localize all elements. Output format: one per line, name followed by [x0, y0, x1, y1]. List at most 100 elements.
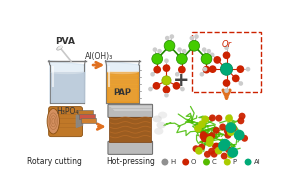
Text: Al(OH)₃: Al(OH)₃: [85, 52, 113, 61]
FancyBboxPatch shape: [79, 114, 95, 119]
Ellipse shape: [246, 67, 250, 71]
Ellipse shape: [200, 72, 204, 77]
Text: Or: Or: [222, 40, 232, 49]
Ellipse shape: [225, 146, 232, 153]
Ellipse shape: [227, 128, 235, 136]
Ellipse shape: [200, 131, 207, 138]
Text: O: O: [191, 159, 197, 165]
Polygon shape: [76, 115, 83, 127]
Ellipse shape: [192, 145, 200, 152]
Polygon shape: [49, 61, 85, 103]
Ellipse shape: [224, 45, 229, 50]
Text: PVA: PVA: [56, 37, 76, 46]
Ellipse shape: [237, 117, 244, 124]
Ellipse shape: [162, 159, 168, 166]
Ellipse shape: [150, 72, 155, 77]
Ellipse shape: [198, 120, 206, 128]
Ellipse shape: [148, 87, 153, 91]
Ellipse shape: [164, 40, 175, 51]
Ellipse shape: [206, 139, 214, 147]
Ellipse shape: [215, 115, 222, 122]
Polygon shape: [106, 61, 140, 103]
Ellipse shape: [245, 159, 252, 166]
Text: C: C: [212, 159, 217, 165]
Ellipse shape: [225, 132, 231, 139]
Ellipse shape: [203, 133, 210, 140]
Ellipse shape: [236, 65, 244, 73]
Ellipse shape: [189, 36, 194, 40]
Ellipse shape: [57, 46, 62, 50]
Ellipse shape: [232, 74, 240, 82]
FancyBboxPatch shape: [108, 141, 153, 154]
Text: Al: Al: [253, 159, 260, 165]
Ellipse shape: [221, 153, 228, 160]
FancyBboxPatch shape: [108, 104, 153, 117]
Polygon shape: [107, 72, 138, 102]
Ellipse shape: [164, 58, 169, 63]
Ellipse shape: [173, 82, 180, 90]
Ellipse shape: [208, 148, 215, 155]
Ellipse shape: [163, 64, 170, 72]
FancyBboxPatch shape: [81, 118, 97, 123]
Ellipse shape: [202, 47, 206, 52]
Ellipse shape: [201, 53, 212, 64]
Ellipse shape: [182, 159, 189, 166]
Ellipse shape: [219, 124, 226, 130]
Ellipse shape: [153, 82, 160, 90]
Ellipse shape: [158, 112, 167, 119]
Ellipse shape: [153, 47, 157, 52]
Ellipse shape: [206, 136, 214, 144]
Ellipse shape: [164, 93, 169, 98]
Text: P: P: [233, 159, 237, 165]
Ellipse shape: [175, 72, 180, 77]
Ellipse shape: [107, 71, 138, 74]
Ellipse shape: [208, 132, 215, 139]
Ellipse shape: [241, 135, 248, 142]
Ellipse shape: [195, 147, 203, 155]
Ellipse shape: [227, 151, 235, 159]
Ellipse shape: [218, 141, 229, 151]
Ellipse shape: [157, 122, 166, 129]
Ellipse shape: [154, 128, 163, 135]
Ellipse shape: [234, 130, 245, 140]
Ellipse shape: [213, 127, 220, 134]
Ellipse shape: [162, 76, 171, 85]
Text: Hot-pressing: Hot-pressing: [106, 157, 155, 167]
Ellipse shape: [203, 67, 207, 71]
Ellipse shape: [224, 88, 229, 93]
Ellipse shape: [200, 133, 206, 140]
Ellipse shape: [153, 66, 161, 74]
Ellipse shape: [209, 115, 216, 121]
Ellipse shape: [165, 36, 170, 40]
Ellipse shape: [153, 115, 162, 122]
Ellipse shape: [203, 159, 210, 166]
Text: PAP: PAP: [113, 88, 132, 97]
Ellipse shape: [220, 63, 233, 75]
Ellipse shape: [157, 49, 162, 53]
Ellipse shape: [176, 53, 187, 64]
Ellipse shape: [224, 159, 231, 166]
Ellipse shape: [212, 143, 219, 150]
Ellipse shape: [225, 122, 236, 133]
Ellipse shape: [210, 53, 214, 57]
Ellipse shape: [201, 115, 209, 123]
Ellipse shape: [228, 147, 238, 158]
Ellipse shape: [189, 40, 200, 51]
Ellipse shape: [217, 144, 224, 151]
Ellipse shape: [58, 46, 62, 49]
Ellipse shape: [170, 34, 174, 39]
Ellipse shape: [194, 125, 202, 132]
Ellipse shape: [211, 151, 218, 158]
Ellipse shape: [209, 65, 217, 73]
Ellipse shape: [182, 49, 187, 53]
Ellipse shape: [204, 151, 211, 158]
Text: +: +: [173, 71, 189, 90]
Ellipse shape: [215, 147, 222, 154]
Ellipse shape: [201, 135, 208, 142]
Polygon shape: [50, 72, 84, 102]
Ellipse shape: [194, 34, 199, 39]
Ellipse shape: [177, 47, 182, 52]
FancyBboxPatch shape: [110, 117, 151, 142]
Ellipse shape: [223, 79, 230, 87]
Ellipse shape: [219, 139, 230, 149]
